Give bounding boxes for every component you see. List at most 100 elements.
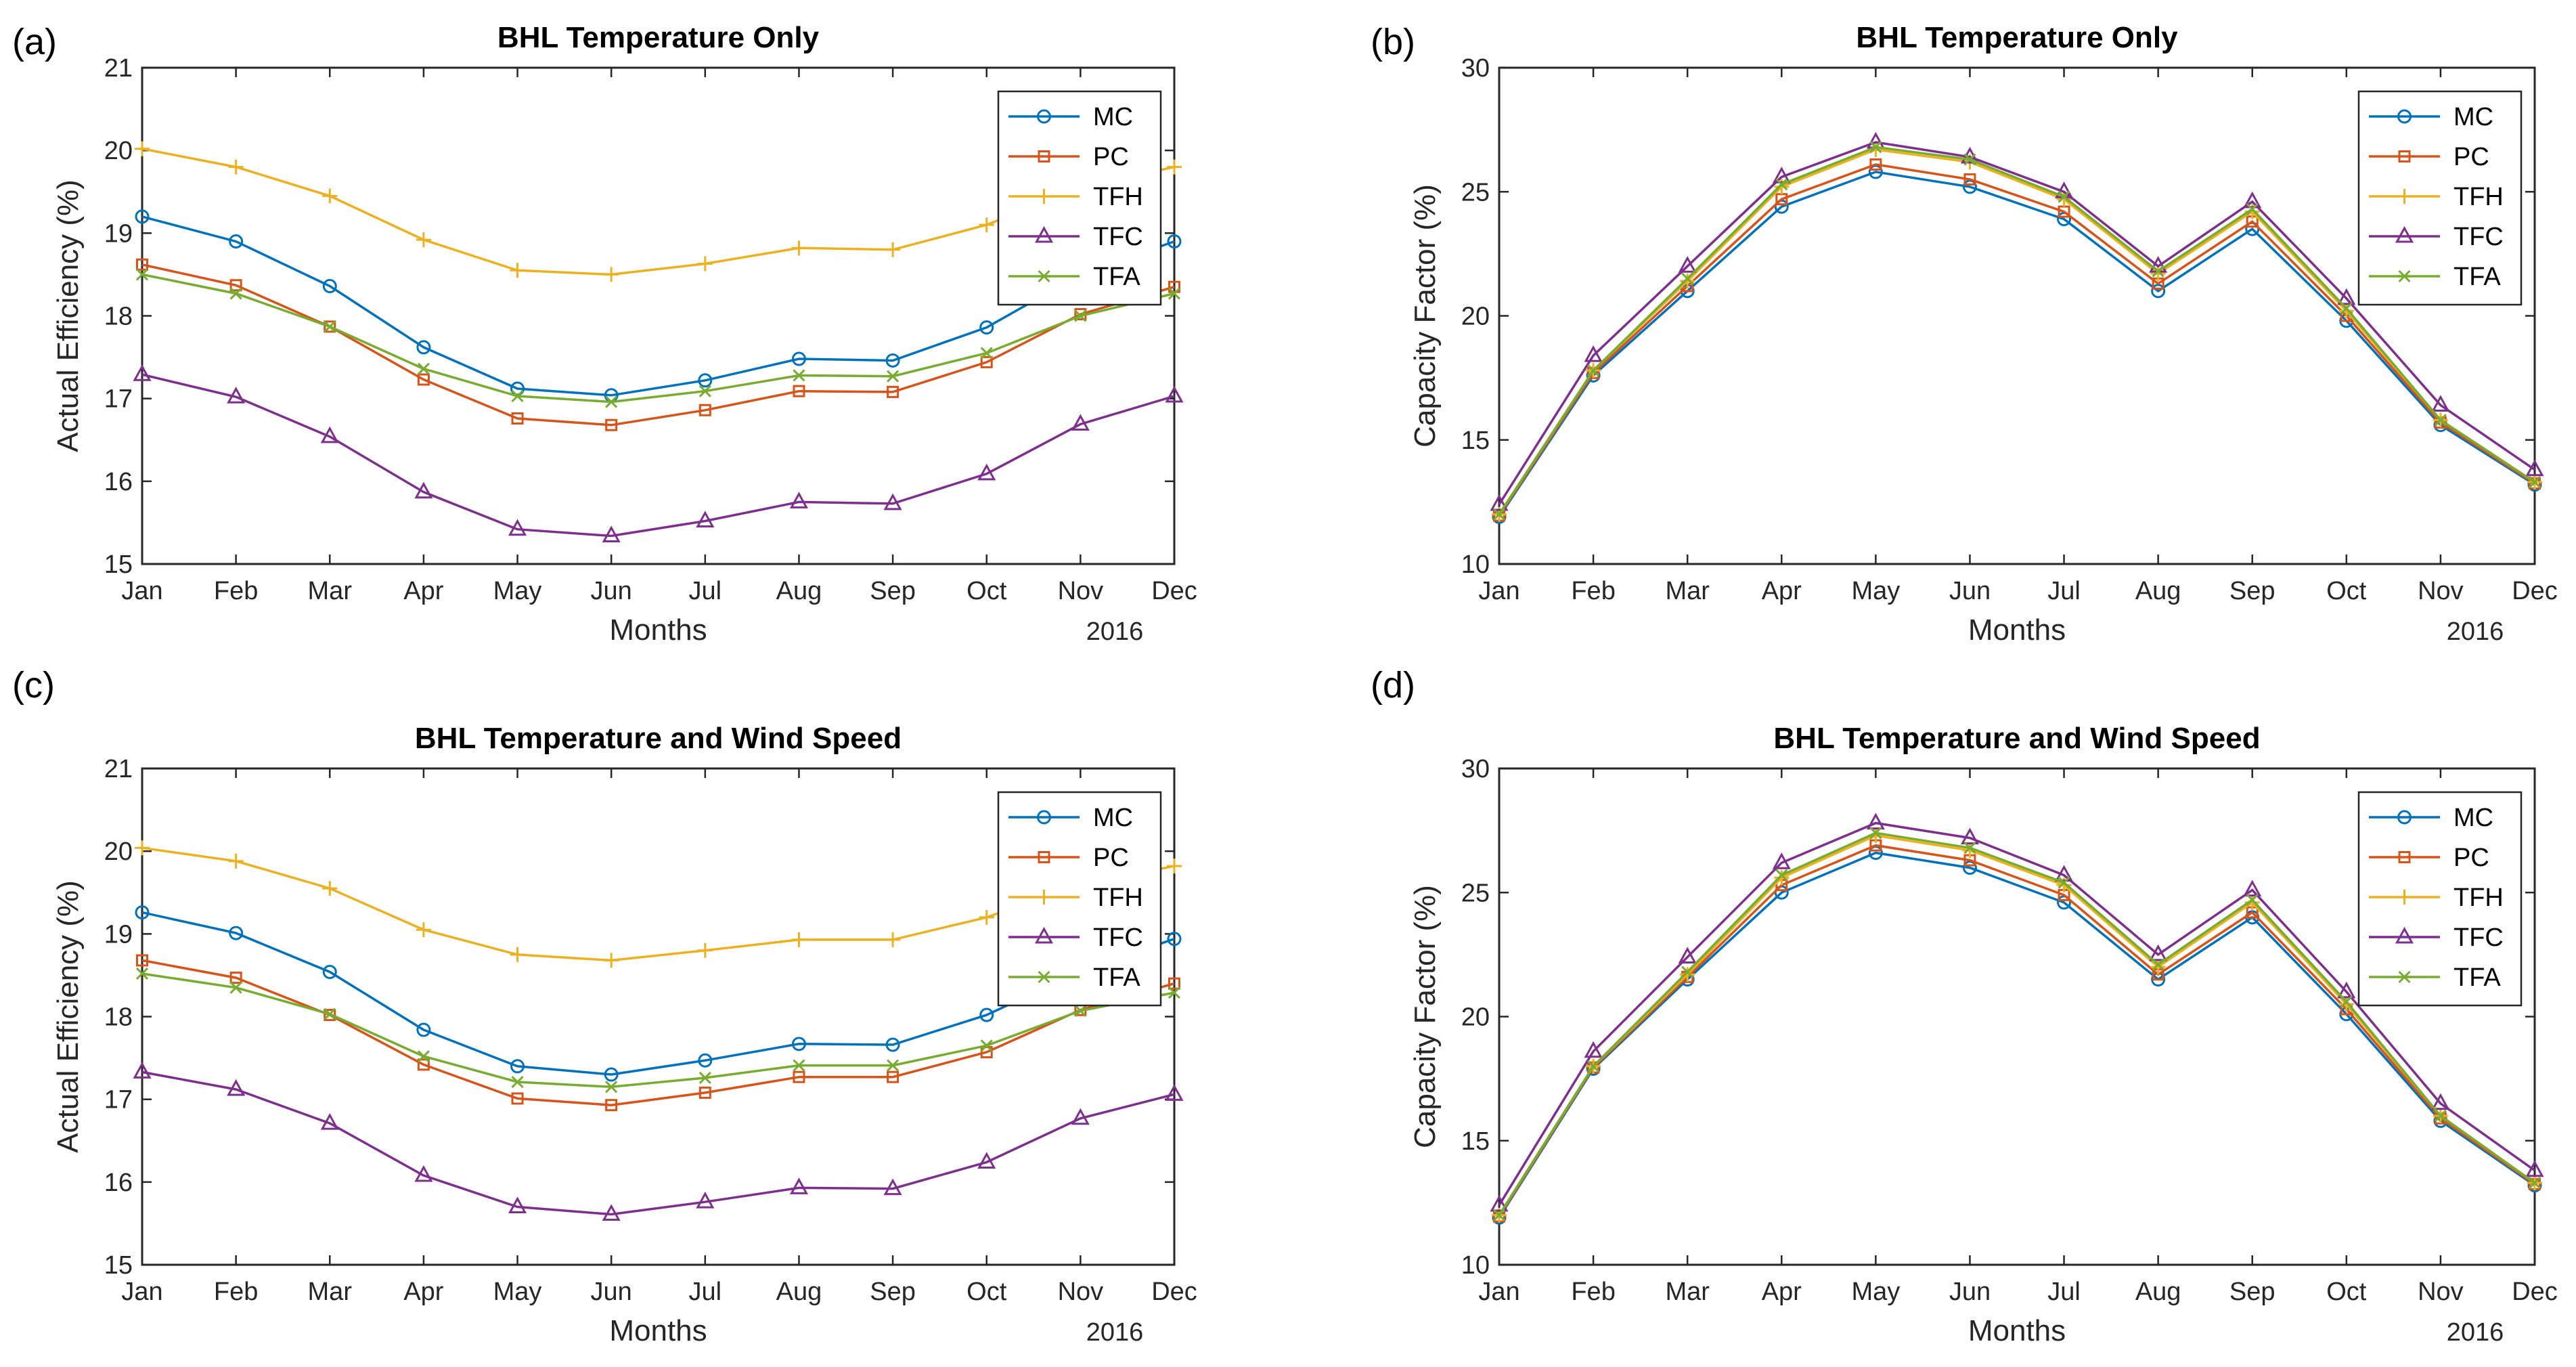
x-tick-label: Apr <box>1762 577 1802 605</box>
legend-box <box>2357 791 2523 1007</box>
y-tick-label: 10 <box>1461 550 1490 579</box>
chart-title: BHL Temperature Only <box>497 21 820 54</box>
data-point-tfh <box>228 159 244 175</box>
year-label: 2016 <box>2447 617 2504 646</box>
data-point-tfc <box>789 1177 808 1194</box>
data-point-tfa <box>1074 1004 1087 1018</box>
data-point-tfa <box>1492 508 1506 521</box>
y-tick-label: 17 <box>104 1086 133 1114</box>
x-tick-label: Mar <box>1665 577 1710 605</box>
data-point-tfa <box>698 1071 711 1084</box>
data-point-tfc <box>2431 395 2450 412</box>
x-tick-label: Apr <box>1762 1278 1802 1306</box>
x-tick-label: Oct <box>2326 1278 2367 1306</box>
data-point-tfh <box>2338 303 2354 319</box>
data-point-mc <box>604 1067 619 1082</box>
legend-label-tfa: TFA <box>2453 963 2501 992</box>
data-point-tfa <box>1681 965 1694 978</box>
y-axis-label: Actual Efficiency (%) <box>51 179 85 452</box>
x-tick-label: Jul <box>689 577 722 605</box>
legend-marker-tfh <box>1036 189 1052 204</box>
x-tick-label: May <box>1851 1278 1900 1306</box>
data-point-tfh <box>510 947 525 962</box>
data-point-mc <box>322 965 337 980</box>
data-point-tfc <box>2431 1093 2450 1110</box>
x-tick-label: Aug <box>776 1278 822 1306</box>
data-point-tfc <box>602 525 621 542</box>
data-point-tfh <box>2338 997 2354 1012</box>
data-point-tfh <box>510 263 525 278</box>
data-point-tfa <box>2058 876 2070 889</box>
series-tfa <box>135 967 1181 1093</box>
data-point-pc <box>136 258 148 271</box>
x-tick-label: Jan <box>1478 577 1519 605</box>
series-pc <box>136 258 1180 431</box>
y-axis-label: Capacity Factor (%) <box>1408 184 1442 448</box>
data-point-tfa <box>698 385 711 397</box>
x-tick-label: Feb <box>1571 577 1615 605</box>
data-point-tfa <box>324 320 336 333</box>
data-point-tfc <box>1678 947 1697 964</box>
y-tick-label: 18 <box>104 303 133 331</box>
data-point-tfa <box>1775 869 1788 882</box>
data-point-tfc <box>1772 852 1791 869</box>
data-point-tfh <box>1680 274 1695 289</box>
legend-label-tfc: TFC <box>1093 924 1143 952</box>
x-tick-label: Mar <box>308 577 353 605</box>
data-point-pc <box>887 1070 900 1083</box>
data-point-mc <box>229 926 244 940</box>
data-point-mc <box>885 1037 900 1052</box>
legend-marker-mc <box>2397 810 2412 825</box>
legend-label-mc: MC <box>1093 804 1133 832</box>
data-point-tfh <box>2150 959 2166 975</box>
data-point-tfa <box>2152 265 2164 278</box>
x-axis-label: Months <box>609 1314 707 1347</box>
data-point-tfh <box>1167 159 1182 175</box>
legend-marker-mc <box>1037 810 1051 825</box>
legend-marker-tfh <box>2397 890 2412 905</box>
legend: MC PC TFH TFC TFA <box>2357 90 2523 306</box>
data-point-tfc <box>227 1079 246 1096</box>
x-tick-label: Feb <box>214 577 258 605</box>
series-line-tfa <box>1498 146 2535 515</box>
data-point-tfa <box>135 268 149 281</box>
legend-label-tfc: TFC <box>2453 924 2504 952</box>
panel-label: (c) <box>12 665 55 706</box>
legend-label-tfh: TFH <box>1093 884 1143 912</box>
data-point-tfh <box>791 240 807 256</box>
data-point-tfh <box>697 942 713 958</box>
data-point-tfa <box>1492 1209 1506 1221</box>
series-line-tfc <box>1498 141 2535 505</box>
data-point-tfc <box>2243 191 2262 209</box>
data-point-tfc <box>414 481 433 499</box>
legend-label-tfh: TFH <box>1093 183 1143 211</box>
data-point-mc <box>1868 165 1883 179</box>
x-tick-label: Apr <box>403 577 443 605</box>
legend-box <box>2357 90 2523 306</box>
data-point-tfa <box>2340 995 2353 1008</box>
y-tick-label: 25 <box>1461 879 1490 907</box>
data-point-pc <box>605 418 618 431</box>
x-tick-label: Nov <box>2418 1278 2464 1306</box>
x-tick-label: Oct <box>967 577 1007 605</box>
y-axis-label: Capacity Factor (%) <box>1408 885 1442 1148</box>
data-point-tfa <box>980 347 993 360</box>
y-tick-label: 20 <box>104 137 133 165</box>
legend: MC PC TFH TFC TFA <box>2357 791 2523 1007</box>
data-point-tfa <box>605 395 618 408</box>
data-point-pc <box>793 1070 805 1083</box>
data-point-tfa <box>793 369 805 382</box>
data-point-tfh <box>885 932 901 947</box>
series-line-mc <box>141 215 1175 397</box>
series-line-tfa <box>141 273 1175 404</box>
legend-marker-tfa <box>1038 970 1050 984</box>
data-point-tfh <box>697 256 713 272</box>
panel-label: (d) <box>1371 665 1415 706</box>
data-point-tfh <box>1167 859 1182 874</box>
series-line-mc <box>1498 851 2535 1219</box>
x-tick-label: Nov <box>1058 577 1104 605</box>
data-point-tfc <box>1490 494 1509 511</box>
x-tick-label: Feb <box>1571 1278 1615 1306</box>
legend: MC PC TFH TFC TFA <box>997 791 1162 1007</box>
series-line-pc <box>141 263 1175 427</box>
